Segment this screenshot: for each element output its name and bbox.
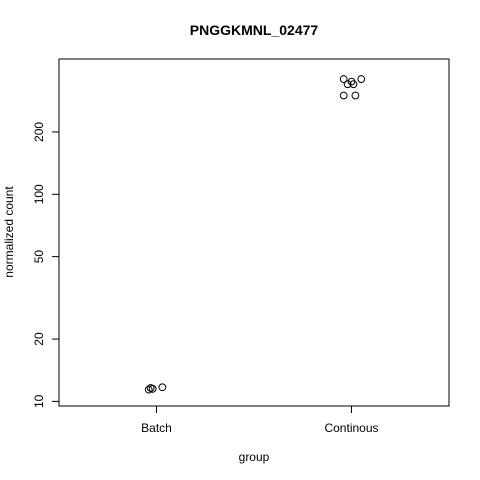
- x-axis: Batch Continous: [141, 406, 379, 435]
- data-point: [144, 385, 153, 394]
- plot-frame: [58, 58, 450, 407]
- y-tick-label: 100: [32, 184, 46, 204]
- y-axis-label: normalized count: [2, 186, 16, 278]
- data-point: [357, 75, 366, 83]
- chart-title: PNGGKMNL_02477: [190, 22, 319, 38]
- data-point: [343, 80, 352, 89]
- data-point: [146, 384, 155, 392]
- y-tick-label: 200: [32, 122, 46, 142]
- data-point: [339, 91, 348, 100]
- x-tick-label: Continous: [324, 421, 378, 435]
- y-tick-label: 20: [32, 332, 46, 346]
- data-point: [351, 91, 360, 100]
- data-point: [158, 383, 167, 392]
- y-axis: 10 20 50 100 200: [32, 122, 59, 408]
- data-point: [349, 80, 358, 89]
- x-axis-label: group: [239, 450, 270, 464]
- data-points: [144, 75, 366, 394]
- data-point: [339, 75, 348, 83]
- y-tick-label: 10: [32, 394, 46, 408]
- x-tick-label: Batch: [141, 421, 172, 435]
- y-tick-label: 50: [32, 250, 46, 264]
- data-point: [347, 77, 356, 86]
